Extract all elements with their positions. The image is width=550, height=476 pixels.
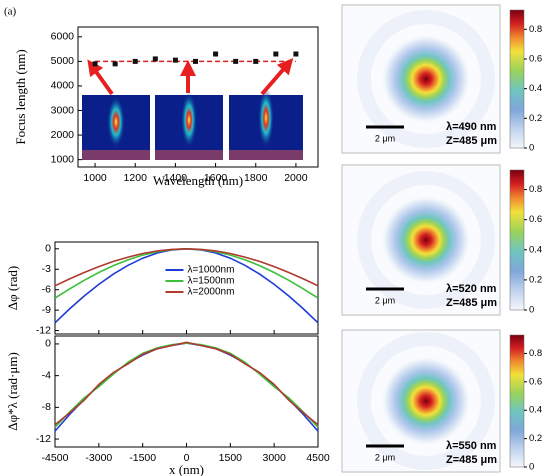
- point: [172, 57, 178, 63]
- y-axis-label: Δφ (rad): [5, 266, 20, 310]
- x-tick-label: -4500: [42, 452, 69, 464]
- y-tick-label: 6000: [51, 31, 75, 43]
- focal-spot: [380, 194, 472, 286]
- x-tick-label: 1500: [219, 452, 243, 464]
- wavelength-label: λ=490 nm: [446, 121, 497, 133]
- z-label: Z=485 μm: [446, 454, 497, 466]
- panel-label: (a): [4, 6, 17, 18]
- colorbar-tick-label: 0.8: [529, 184, 542, 195]
- colorbar-tick-label: 0.4: [529, 244, 542, 255]
- y-tick-label: 2000: [51, 129, 75, 141]
- y-tick-label: 0: [45, 338, 51, 350]
- x-tick-label: -1500: [129, 452, 156, 464]
- series-line: [54, 247, 319, 287]
- x-tick-label: 1000: [83, 172, 107, 184]
- y-tick-label: -4: [42, 369, 51, 381]
- y-tick-label: -6: [42, 283, 51, 295]
- y-tick-label: -3: [42, 263, 51, 275]
- colorbar-tick-label: 0.2: [529, 433, 542, 444]
- x-tick-label: 1600: [204, 172, 228, 184]
- point: [293, 51, 299, 57]
- legend-label: λ=1500nm: [187, 276, 234, 287]
- insets: [82, 57, 303, 160]
- halo: [357, 171, 495, 309]
- colorbar: [509, 169, 525, 311]
- focal-spot: [380, 33, 472, 125]
- scale-label: 2 μm: [375, 452, 395, 462]
- wavelength-label: λ=550 nm: [446, 440, 497, 452]
- point: [273, 51, 279, 57]
- halo: [357, 332, 495, 470]
- focal-spot: [380, 355, 472, 447]
- colorbar-tick-label: 0: [529, 143, 534, 154]
- colorbar-tick-label: 0.2: [529, 113, 542, 124]
- colorbar-tick-label: 0.6: [529, 214, 542, 225]
- z-label: Z=485 μm: [446, 135, 497, 147]
- colorbar-tick-label: 0.6: [529, 53, 542, 64]
- colorbar: [509, 334, 525, 468]
- point: [233, 58, 239, 64]
- colorbar: [509, 9, 525, 149]
- point: [152, 56, 158, 62]
- legend-label: λ=1000nm: [187, 265, 234, 276]
- plot-frame: [54, 335, 319, 448]
- point: [112, 61, 118, 67]
- wavelength-label: λ=520 nm: [446, 283, 497, 295]
- colorbar-tick-label: 0: [529, 305, 534, 316]
- plot-frame: [77, 26, 319, 168]
- x-tick-label: 2000: [284, 172, 308, 184]
- arrow: [260, 57, 294, 96]
- arrow: [87, 59, 114, 96]
- x-tick-label: 1200: [124, 172, 148, 184]
- colorbar-tick-label: 0.8: [529, 348, 542, 359]
- colorbar-tick-label: 0.6: [529, 376, 542, 387]
- halo: [357, 10, 495, 148]
- colorbar-tick-label: 0.8: [529, 24, 542, 35]
- point: [213, 51, 219, 57]
- y-axis-label: Focus length (nm): [13, 49, 28, 144]
- series-line: [54, 342, 319, 428]
- colorbar-tick-label: 0.4: [529, 405, 542, 416]
- scale-label: 2 μm: [375, 133, 395, 143]
- x-tick-label: -3000: [85, 452, 112, 464]
- colorbar-tick-label: 0.4: [529, 83, 542, 94]
- x-tick-label: 0: [184, 452, 190, 464]
- y-tick-label: -9: [42, 304, 51, 316]
- series-line: [54, 341, 319, 426]
- inset: [82, 95, 150, 160]
- colorbar-tick-label: 0: [529, 462, 534, 473]
- scale-label: 2 μm: [375, 295, 395, 305]
- colorbar-tick-label: 0.2: [529, 274, 542, 285]
- x-tick-label: 1800: [244, 172, 268, 184]
- y-axis-label: Δφ*λ (rad·μm): [5, 352, 20, 431]
- legend-label: λ=2000nm: [187, 287, 234, 298]
- y-tick-label: -8: [42, 401, 51, 413]
- x-tick-label: 3000: [262, 452, 286, 464]
- y-tick-label: -12: [36, 433, 51, 445]
- point: [92, 61, 98, 67]
- point: [132, 58, 138, 64]
- point: [192, 58, 198, 64]
- y-tick-label: 0: [45, 243, 51, 255]
- y-tick-label: -12: [36, 324, 51, 336]
- series-line: [54, 342, 319, 432]
- y-tick-label: 4000: [51, 80, 75, 92]
- z-label: Z=485 μm: [446, 297, 497, 309]
- y-tick-label: 5000: [51, 55, 75, 67]
- inset: [155, 92, 223, 160]
- point: [253, 58, 259, 64]
- x-axis-label: x (nm): [169, 462, 204, 476]
- y-tick-label: 3000: [51, 104, 75, 116]
- y-tick-label: 1000: [51, 153, 75, 165]
- x-tick-label: 1400: [164, 172, 188, 184]
- x-tick-label: 4500: [306, 452, 330, 464]
- inset: [229, 88, 303, 160]
- x-axis-label: Wavelength (nm): [153, 173, 243, 188]
